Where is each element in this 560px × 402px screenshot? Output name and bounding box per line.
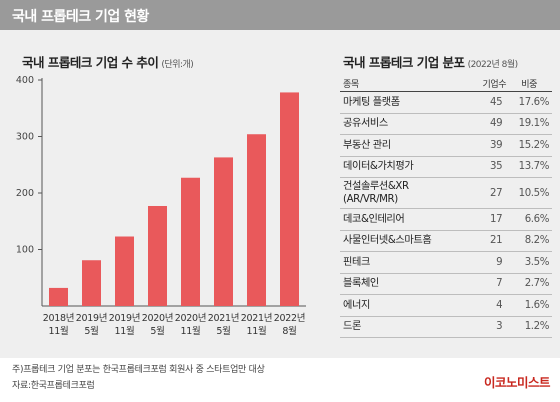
y-tick-label: 400	[16, 75, 34, 86]
publisher-logo: 이코노미스트	[483, 375, 551, 390]
row-name: 데이터&가치평가	[340, 156, 458, 178]
row-count: 9	[457, 251, 507, 274]
row-ratio: 3.5%	[506, 251, 552, 274]
header-name: 종목	[340, 76, 458, 92]
row-name: 부동산 관리	[340, 134, 458, 157]
bar-6	[247, 134, 266, 306]
row-name: 핀테크	[340, 251, 458, 274]
table-row: 에너지 4 1.6%	[340, 294, 552, 317]
source-credit: 자료:한국프롭테크포럼	[12, 381, 95, 391]
header-ratio: 비중	[506, 76, 552, 92]
x-tick-label: 11월	[247, 325, 267, 337]
row-name: 사물인터넷&스마트홈	[340, 230, 458, 252]
x-tick-label: 2019년	[76, 313, 107, 324]
row-ratio: 10.5%	[506, 177, 552, 209]
table-row: 마케팅 플랫폼 45 17.6%	[340, 91, 552, 114]
bar-4	[181, 177, 200, 306]
x-tick-label: 11월	[181, 325, 201, 337]
table-row: 데코&인테리어 17 6.6%	[340, 208, 552, 231]
page-title: 국내 프롭테크 기업 현황	[12, 9, 149, 25]
chart-unit: (단위:개)	[161, 60, 194, 70]
row-name: 블록체인	[340, 273, 458, 295]
row-ratio: 6.6%	[506, 208, 552, 231]
x-tick-label: 5월	[84, 325, 98, 337]
bar-7	[280, 92, 299, 307]
table-title-text: 국내 프롭테크 기업 분포	[343, 55, 465, 70]
chart-title-text: 국내 프롭테크 기업 수 추이	[22, 55, 159, 70]
row-count: 3	[457, 316, 507, 338]
footnote: 주)프롭테크 기업 분포는 한국프롭테크포럼 회원사 중 스타트업만 대상	[12, 365, 265, 375]
x-tick-label: 11월	[49, 325, 69, 337]
row-ratio: 13.7%	[506, 156, 552, 178]
x-tick-label: 2018년	[43, 313, 74, 324]
table-row: 핀테크 9 3.5%	[340, 251, 552, 274]
table-header-row: 종목 기업수 비중	[340, 76, 552, 92]
table-row: 건설솔루션&XR (AR/VR/MR) 27 10.5%	[340, 177, 552, 209]
header-bar: 국내 프롭테크 기업 현황	[0, 0, 560, 30]
x-tick-label: 2019년	[109, 313, 140, 324]
y-tick-label: 200	[16, 188, 34, 199]
x-tick-label: 5월	[216, 325, 230, 337]
y-tick-label: 300	[16, 132, 34, 143]
table-row: 드론 3 1.2%	[340, 316, 552, 338]
row-ratio: 1.2%	[506, 316, 552, 338]
x-tick-label: 11월	[115, 325, 135, 337]
row-count: 17	[457, 208, 507, 231]
chart-title: 국내 프롭테크 기업 수 추이 (단위:개)	[22, 52, 194, 71]
table-row: 사물인터넷&스마트홈 21 8.2%	[340, 230, 552, 252]
row-ratio: 15.2%	[506, 134, 552, 157]
bar-3	[148, 205, 167, 306]
header-count: 기업수	[457, 76, 507, 92]
x-tick-label: 5월	[150, 325, 164, 337]
distribution-table: 종목 기업수 비중 마케팅 플랫폼 45 17.6% 공유서비스 49 19.1…	[340, 76, 552, 338]
row-name: 에너지	[340, 294, 458, 317]
row-name: 마케팅 플랫폼	[340, 91, 458, 114]
row-ratio: 19.1%	[506, 113, 552, 135]
table-row: 블록체인 7 2.7%	[340, 273, 552, 295]
x-tick-label: 2020년	[142, 313, 173, 324]
x-tick-label: 2020년	[175, 313, 206, 324]
bar-0	[49, 287, 68, 306]
row-ratio: 2.7%	[506, 273, 552, 295]
bar-chart: 1002003004002018년11월2019년5월2019년11월2020년…	[16, 75, 306, 337]
x-tick-label: 2022년	[274, 313, 305, 324]
row-name: 건설솔루션&XR (AR/VR/MR)	[340, 177, 458, 209]
y-tick-label: 100	[16, 245, 34, 256]
bar-5	[214, 157, 233, 306]
row-count: 39	[457, 134, 507, 157]
table-date: (2022년 8월)	[467, 60, 519, 70]
row-ratio: 1.6%	[506, 294, 552, 317]
x-tick-label: 8월	[282, 325, 296, 337]
row-count: 7	[457, 273, 507, 295]
bar-2	[115, 236, 134, 306]
row-count: 45	[457, 91, 507, 114]
row-count: 4	[457, 294, 507, 317]
row-count: 35	[457, 156, 507, 178]
row-name: 데코&인테리어	[340, 208, 458, 231]
table-row: 부동산 관리 39 15.2%	[340, 134, 552, 157]
table-title: 국내 프롭테크 기업 분포 (2022년 8월)	[343, 52, 518, 71]
row-count: 27	[457, 177, 507, 209]
row-name: 드론	[340, 316, 458, 338]
x-tick-label: 2021년	[241, 313, 272, 324]
bar-1	[82, 260, 101, 306]
row-name: 공유서비스	[340, 113, 458, 135]
row-ratio: 8.2%	[506, 230, 552, 252]
row-count: 49	[457, 113, 507, 135]
row-count: 21	[457, 230, 507, 252]
table-row: 공유서비스 49 19.1%	[340, 113, 552, 135]
row-ratio: 17.6%	[506, 91, 552, 114]
table-row: 데이터&가치평가 35 13.7%	[340, 156, 552, 178]
x-tick-label: 2021년	[208, 313, 239, 324]
